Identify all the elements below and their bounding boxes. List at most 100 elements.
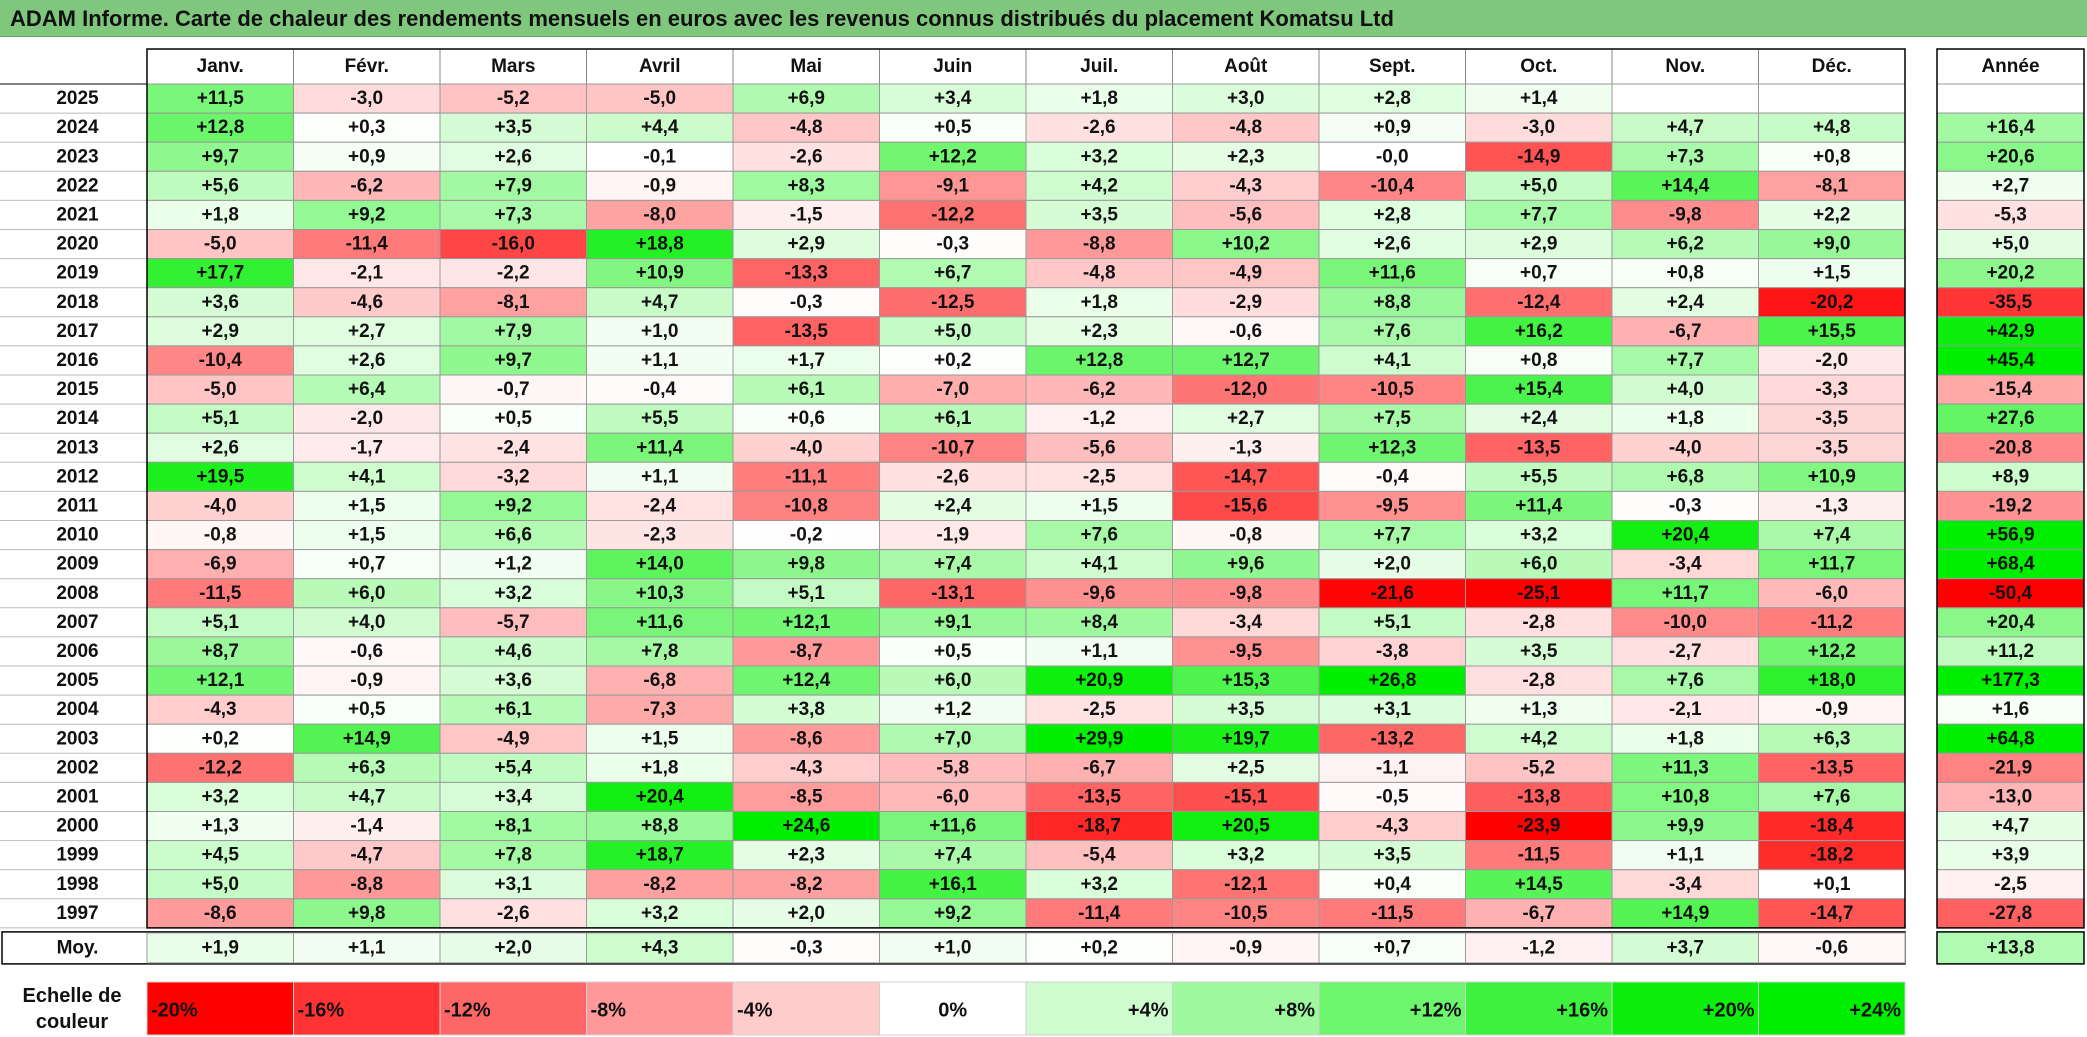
- cell-value: +7,9: [494, 321, 532, 342]
- color-scale-step: +8%: [1274, 1000, 1315, 1022]
- heatmap-cell: [439, 694, 587, 725]
- heatmap-cell: [1025, 432, 1173, 463]
- cell-value: +20,4: [1661, 525, 1710, 546]
- cell-value: -13,3: [785, 263, 828, 284]
- heatmap-cell: [732, 345, 880, 376]
- heatmap-cell: [1025, 520, 1173, 551]
- heatmap-cell: [1172, 141, 1320, 172]
- cell-value: +4,1: [1080, 554, 1118, 575]
- heatmap-cell: [732, 229, 880, 260]
- cell-value: -4,3: [1229, 175, 1262, 196]
- heatmap-cell: [293, 781, 441, 813]
- heatmap-cell: [586, 112, 734, 143]
- average-annual-value: +13,8: [1986, 937, 2034, 958]
- heatmap-cell: [732, 520, 880, 551]
- cell-value: +5,1: [201, 612, 239, 633]
- cell-value: -0,3: [936, 234, 969, 255]
- annual-value: +56,9: [1986, 525, 2034, 546]
- cell-value: +0,4: [1373, 874, 1411, 895]
- cell-value: +3,4: [934, 88, 972, 109]
- heatmap-cell: [439, 781, 587, 813]
- cell-value: -2,0: [350, 408, 383, 429]
- cell-value: +9,9: [1666, 816, 1704, 837]
- heatmap-cell: [1318, 403, 1466, 434]
- annual-value: +20,4: [1986, 612, 2035, 633]
- cell-value: +6,0: [348, 583, 386, 604]
- cell-value: +10,3: [636, 583, 684, 604]
- heatmap-cell: [1318, 869, 1466, 900]
- cell-value: +0,7: [1520, 263, 1558, 284]
- cell-value: -25,1: [1517, 583, 1561, 604]
- average-label: Moy.: [57, 937, 99, 958]
- heatmap-cell: [1025, 578, 1173, 609]
- heatmap-cell: [1172, 869, 1320, 900]
- cell-value: -2,0: [1815, 350, 1848, 371]
- heatmap-cell: [293, 170, 441, 201]
- cell-value: +5,6: [201, 175, 239, 196]
- cell-value: -10,8: [785, 495, 828, 516]
- cell-value: +6,1: [787, 379, 825, 400]
- heatmap-cell: [732, 374, 880, 405]
- cell-value: +3,6: [494, 670, 532, 691]
- average-cell: [439, 932, 587, 964]
- cell-value: +1,5: [348, 495, 386, 516]
- heatmap-cell: [439, 316, 587, 347]
- heatmap-cell: [1318, 316, 1466, 347]
- cell-value: -13,1: [931, 583, 975, 604]
- heatmap-cell: [1025, 199, 1173, 230]
- year-label: 2004: [56, 699, 99, 720]
- cell-value: -23,9: [1517, 816, 1560, 837]
- year-label: 2000: [56, 816, 98, 837]
- year-label: 1998: [56, 874, 98, 895]
- year-label: 2019: [56, 263, 98, 284]
- cell-value: +3,5: [494, 117, 532, 138]
- cell-value: +4,2: [1520, 728, 1558, 749]
- color-scale-label: couleur: [36, 1011, 108, 1033]
- cell-value: -13,5: [1810, 757, 1854, 778]
- year-label: 2014: [56, 408, 99, 429]
- cell-value: -18,7: [1078, 816, 1121, 837]
- heatmap-cell: [1758, 403, 1906, 434]
- month-header: Oct.: [1520, 56, 1557, 77]
- cell-value: +8,3: [787, 175, 825, 196]
- heatmap-cell: [1465, 607, 1613, 638]
- cell-value: -0,3: [790, 292, 823, 313]
- average-cell: [293, 932, 441, 964]
- cell-value: -6,2: [350, 175, 383, 196]
- heatmap-cell: [1025, 374, 1173, 405]
- color-scale-step: -20%: [151, 1000, 198, 1022]
- heatmap-cell: [439, 811, 587, 842]
- heatmap-cell: [1025, 811, 1173, 842]
- heatmap-cell: [586, 752, 734, 783]
- cell-value: -0,2: [790, 525, 823, 546]
- heatmap-cell: [439, 258, 587, 289]
- annual-cell: [1936, 665, 2085, 696]
- heatmap-cell: [1318, 607, 1466, 638]
- heatmap-cell: [439, 229, 587, 260]
- cell-value: +9,0: [1813, 234, 1851, 255]
- year-label: 2002: [56, 757, 98, 778]
- cell-value: -0,0: [1376, 146, 1409, 167]
- heatmap-cell: [879, 461, 1027, 492]
- cell-value: -15,1: [1224, 786, 1268, 807]
- annual-value: +20,6: [1986, 146, 2034, 167]
- cell-value: -3,4: [1669, 874, 1702, 895]
- heatmap-cell: [586, 374, 734, 405]
- cell-value: +11,7: [1662, 583, 1709, 604]
- cell-value: +6,0: [934, 670, 972, 691]
- cell-value: +18,7: [636, 845, 684, 866]
- cell-value: +7,6: [1666, 670, 1704, 691]
- cell-value: +8,8: [1373, 292, 1411, 313]
- cell-value: +5,1: [787, 583, 825, 604]
- heatmap-cell: [879, 374, 1027, 405]
- annual-value: +20,2: [1986, 263, 2034, 284]
- average-value: +1,1: [348, 937, 386, 958]
- cell-value: +1,3: [1520, 699, 1558, 720]
- cell-value: +3,4: [494, 786, 532, 807]
- year-label: 2018: [56, 292, 98, 313]
- cell-value: +16,1: [929, 874, 978, 895]
- cell-value: -9,8: [1669, 204, 1702, 225]
- heatmap-cell: [1172, 229, 1320, 260]
- cell-value: -2,1: [350, 263, 383, 284]
- heatmap-cell: [1611, 287, 1759, 318]
